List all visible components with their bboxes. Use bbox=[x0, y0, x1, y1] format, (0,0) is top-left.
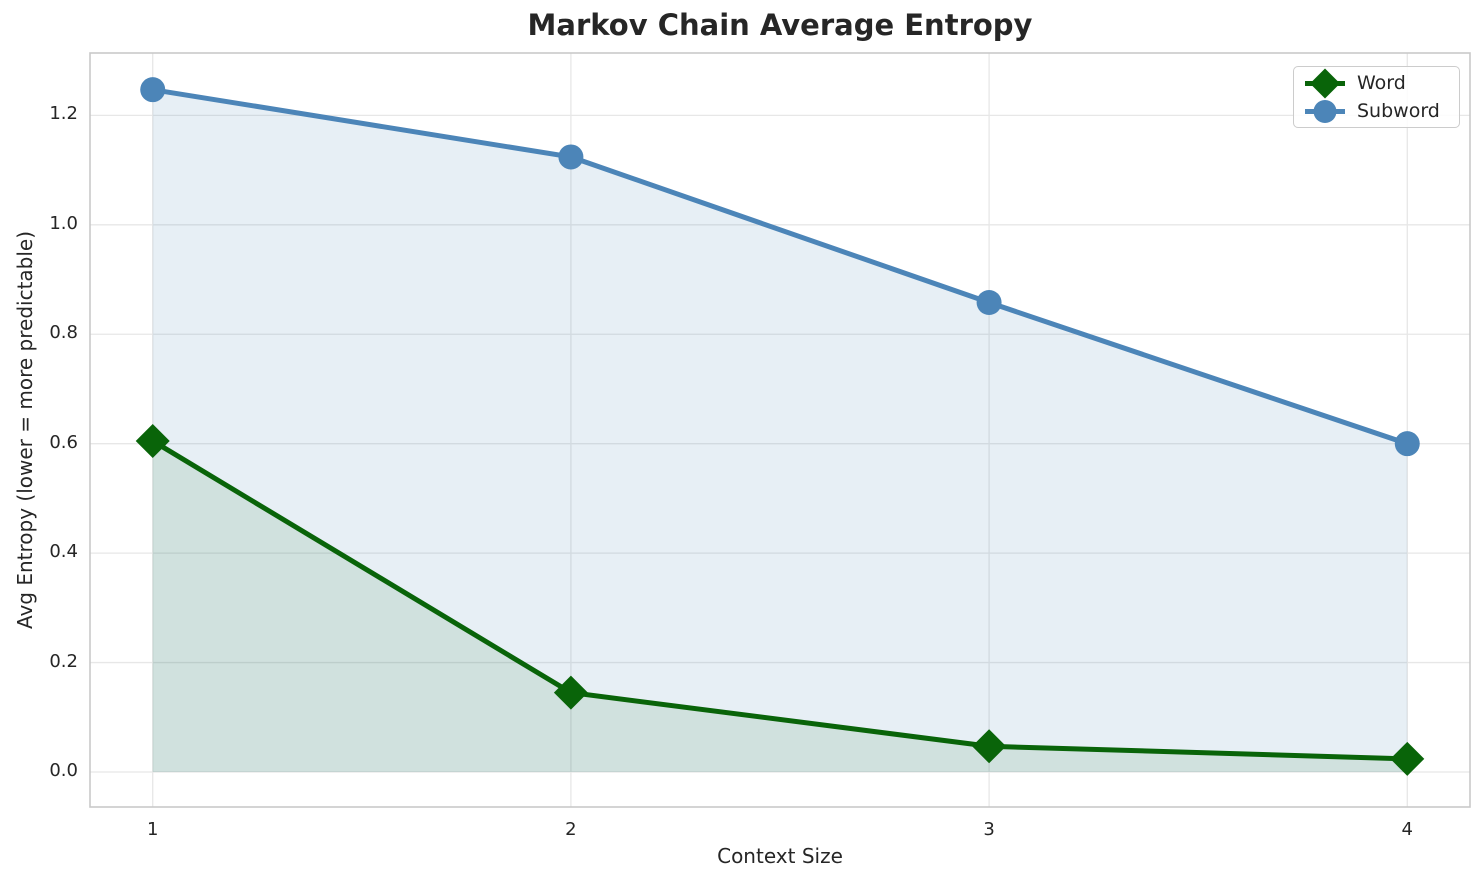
x-tick-label: 4 bbox=[1401, 819, 1413, 840]
legend-label-word: Word bbox=[1357, 72, 1406, 94]
legend-item-word: Word bbox=[1303, 68, 1459, 98]
x-tick-label: 1 bbox=[146, 819, 159, 840]
y-axis-label: Avg Entropy (lower = more predictable) bbox=[13, 230, 37, 630]
y-tick-label: 0.4 bbox=[49, 541, 78, 563]
legend: Word Subword bbox=[1293, 66, 1460, 128]
chart-title: Markov Chain Average Entropy bbox=[527, 8, 1033, 42]
legend-label-subword: Subword bbox=[1357, 100, 1440, 122]
y-tick-label: 0.6 bbox=[49, 431, 78, 453]
x-axis-label: Context Size bbox=[717, 844, 843, 868]
y-tick-label: 1.2 bbox=[49, 103, 78, 125]
circle-marker-icon bbox=[1305, 99, 1345, 123]
diamond-marker-icon bbox=[1305, 68, 1345, 98]
y-tick-label: 0.2 bbox=[49, 650, 78, 672]
x-tick-label: 2 bbox=[565, 819, 577, 840]
x-tick-label: 3 bbox=[983, 819, 995, 840]
y-tick-label: 1.0 bbox=[49, 212, 78, 234]
legend-item-subword: Subword bbox=[1303, 98, 1459, 125]
y-tick-label: 0.8 bbox=[49, 322, 78, 344]
y-tick-label: 0.0 bbox=[49, 759, 78, 781]
